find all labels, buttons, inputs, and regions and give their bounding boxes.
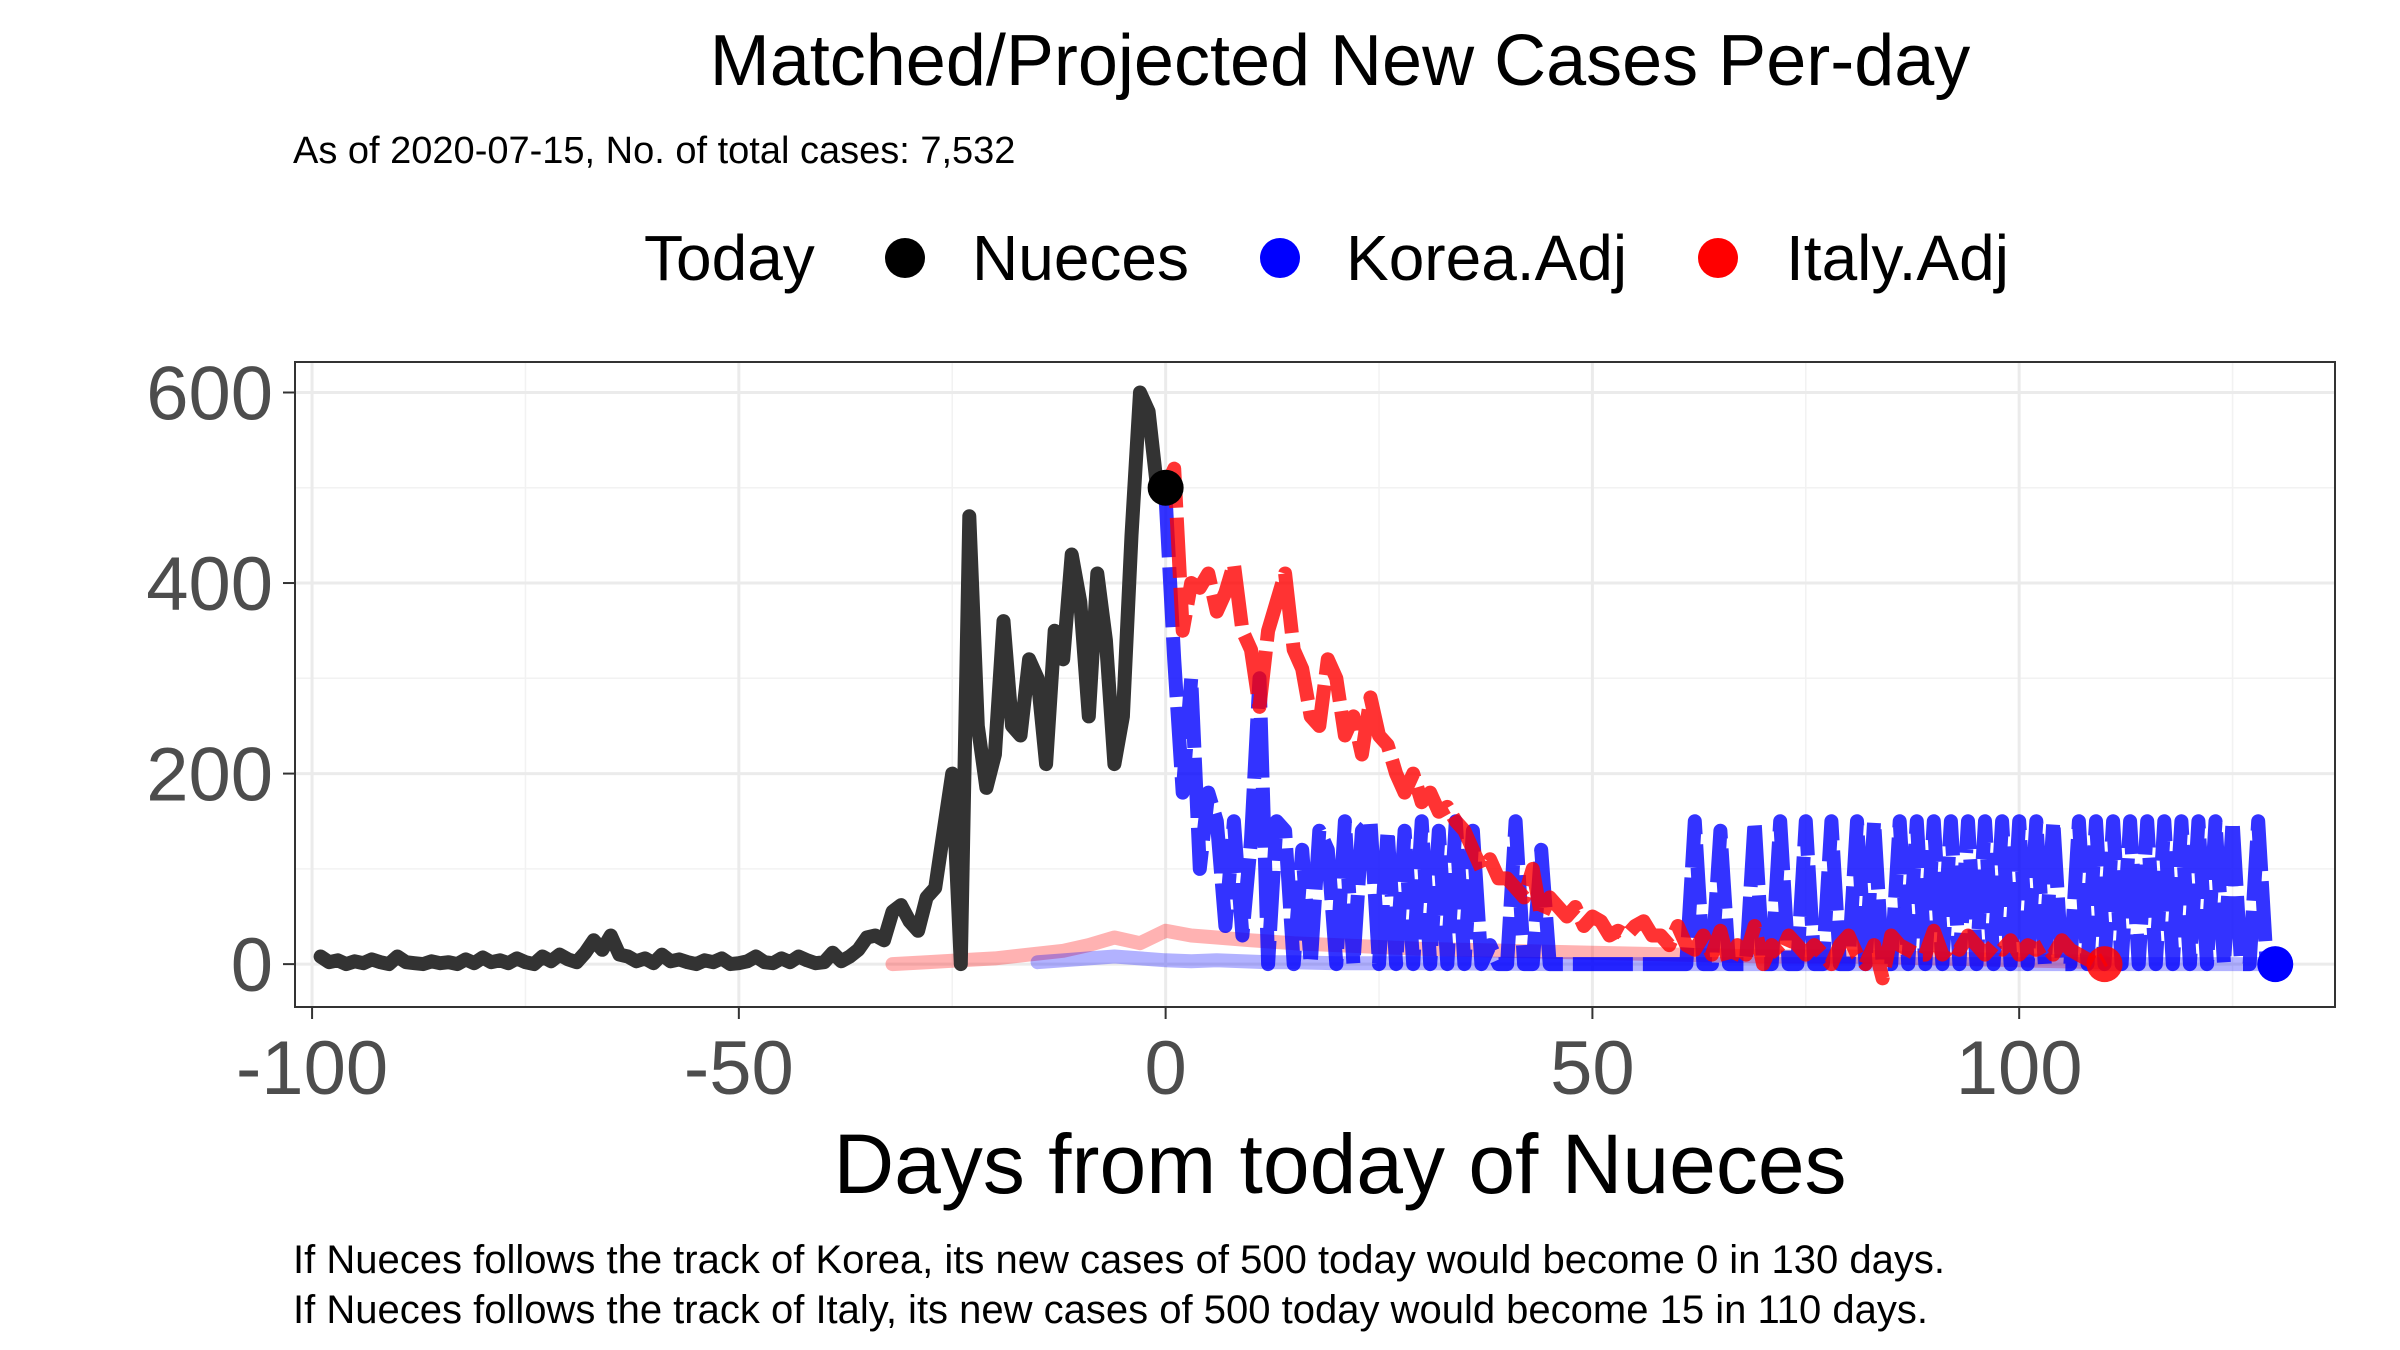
- x-tick-label: -100: [236, 1026, 388, 1111]
- series-line-korea: [1158, 496, 2276, 972]
- y-tick-label: 400: [146, 542, 273, 627]
- legend-key-nueces: [885, 238, 925, 278]
- y-tick-label: 600: [146, 351, 273, 436]
- y-tick-label: 200: [146, 733, 273, 818]
- italy-endpoint: [2086, 946, 2123, 983]
- series-line-italy: [1159, 461, 2108, 986]
- plot-area: [294, 361, 2336, 1008]
- grid: [295, 362, 2335, 1007]
- caption-italy: If Nueces follows the track of Italy, it…: [293, 1288, 1928, 1332]
- legend-title: Today: [644, 222, 815, 294]
- legend-label-italy: Italy.Adj: [1786, 222, 2009, 294]
- legend-label-nueces: Nueces: [972, 222, 1189, 294]
- x-axis-title: Days from today of Nueces: [833, 1117, 1846, 1211]
- y-tick-label: 0: [231, 923, 273, 1008]
- y-axis: 0 200 400 600: [146, 351, 295, 1008]
- chart-title: Matched/Projected New Cases Per-day: [710, 21, 1971, 101]
- x-tick-label: 0: [1144, 1026, 1186, 1111]
- legend-label-korea: Korea.Adj: [1346, 222, 1627, 294]
- plot-border: [294, 361, 2336, 1008]
- x-tick-label: -50: [684, 1026, 794, 1111]
- chart-subtitle: As of 2020-07-15, No. of total cases: 7,…: [293, 130, 1015, 172]
- legend-key-italy: [1698, 238, 1738, 278]
- legend-key-korea: [1260, 238, 1300, 278]
- x-tick-label: 50: [1550, 1026, 1635, 1111]
- legend: Today Nueces Korea.Adj Italy.Adj: [644, 222, 2009, 294]
- series-line-nueces: [313, 385, 1173, 972]
- today-point: [1147, 469, 1184, 506]
- caption-korea: If Nueces follows the track of Korea, it…: [293, 1238, 1945, 1282]
- korea-endpoint: [2257, 946, 2294, 983]
- x-axis: -100 -50 0 50 100: [236, 1007, 2083, 1111]
- series-layer: [313, 385, 2294, 986]
- x-tick-label: 100: [1956, 1026, 2083, 1111]
